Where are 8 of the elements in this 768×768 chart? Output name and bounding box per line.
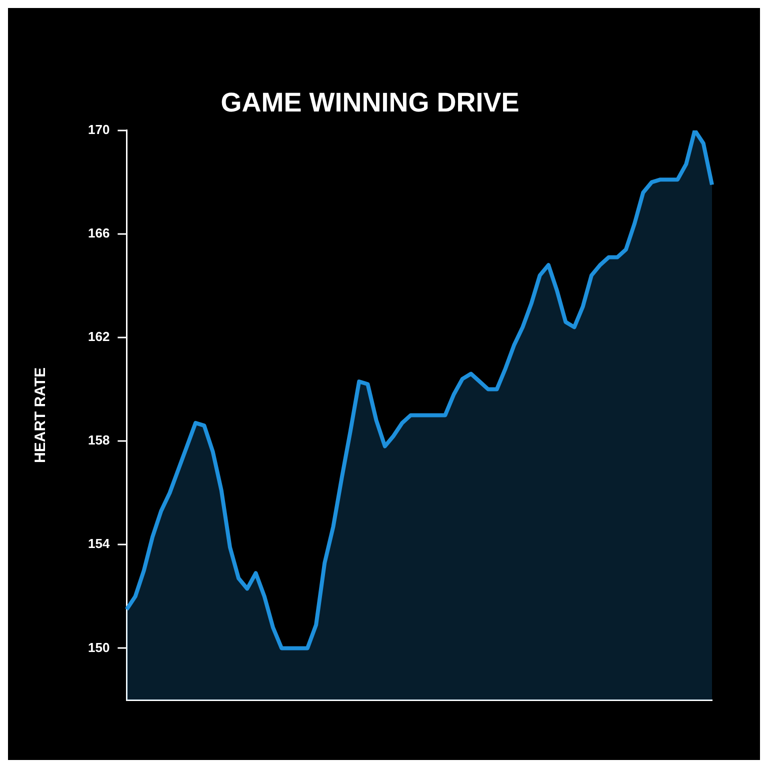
y-tick-label: 166 xyxy=(88,226,110,241)
y-tick-label: 150 xyxy=(88,640,110,655)
y-tick-label: 162 xyxy=(88,329,110,344)
chart-title: GAME WINNING DRIVE xyxy=(220,88,520,118)
y-tick-label: 154 xyxy=(88,536,110,552)
y-tick-label: 158 xyxy=(88,432,110,448)
y-axis-title: HEART RATE xyxy=(32,367,50,463)
y-tick-label: 170 xyxy=(88,122,110,137)
